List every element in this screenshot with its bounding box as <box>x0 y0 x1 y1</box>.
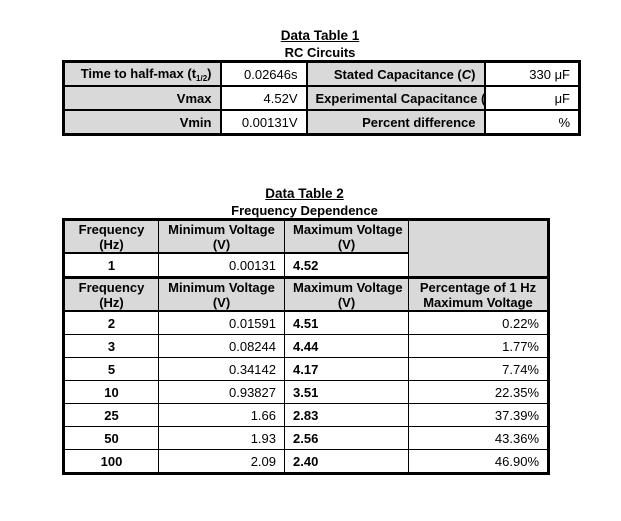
table2-max-25: 2.83 <box>284 403 409 427</box>
table1-label-percent-difference: Percent difference <box>305 109 486 136</box>
table1-value-stated-capacitance: 330 μF <box>483 60 581 87</box>
table2-frequency-1: 1 <box>63 252 159 278</box>
table2-max-5: 4.17 <box>284 357 409 381</box>
label-text-end: ) <box>471 66 476 82</box>
table2-min-50: 1.93 <box>158 426 285 450</box>
table1-label-time-to-half-max: Time to half-max (t1/2) <box>62 60 222 87</box>
header-line2: (V) <box>337 294 356 310</box>
table1-title: Data Table 1 <box>280 28 360 43</box>
table2-min-1: 0.00131 <box>158 252 285 278</box>
table2-row-25hz: 25 1.66 2.83 37.39% <box>63 403 549 427</box>
header-line1: Frequency <box>78 279 145 295</box>
table2-row-5hz: 5 0.34142 4.17 7.74% <box>63 357 549 381</box>
table2-row-50hz: 50 1.93 2.56 43.36% <box>63 426 549 450</box>
table1-subtitle: RC Circuits <box>284 45 356 60</box>
label-subscript: 1/2 <box>196 73 208 83</box>
table1-row-3: Vmin 0.00131V Percent difference % <box>62 109 581 136</box>
table2-min-5: 0.34142 <box>158 357 285 381</box>
label-text: Experimental Capacitance ( <box>315 90 485 106</box>
header-line1: Maximum Voltage <box>293 279 403 295</box>
table2-frequency-3: 3 <box>63 334 159 358</box>
table2-row-3hz: 3 0.08244 4.44 1.77% <box>63 334 549 358</box>
table2-row-10hz: 10 0.93827 3.51 22.35% <box>63 380 549 404</box>
table2-header-frequency-2: Frequency (Hz) <box>63 276 159 312</box>
table2-max-50: 2.56 <box>284 426 409 450</box>
table2-pct-50: 43.36% <box>408 426 549 450</box>
table2-pct-25: 37.39% <box>408 403 549 427</box>
table2-header-percentage: Percentage of 1 Hz Maximum Voltage <box>408 276 549 312</box>
table2-min-10: 0.93827 <box>158 380 285 404</box>
table2-max-3: 4.44 <box>284 334 409 358</box>
table2-title: Data Table 2 <box>265 186 344 201</box>
table1-label-experimental-capacitance: Experimental Capacitance (C) <box>305 85 486 111</box>
table2-header-max-voltage-2: Maximum Voltage (V) <box>284 276 409 312</box>
table2-header-max-voltage: Maximum Voltage (V) <box>284 219 409 254</box>
header-line2: Maximum Voltage <box>423 294 533 310</box>
table1-label-vmax: Vmax <box>62 85 222 111</box>
data-table-2-section: Data Table 2 Frequency Dependence Freque… <box>62 184 550 475</box>
header-line1: Minimum Voltage <box>168 221 275 237</box>
header-line2: (Hz) <box>99 294 124 310</box>
table2-frequency-5: 5 <box>63 357 159 381</box>
table2-min-25: 1.66 <box>158 403 285 427</box>
table2-merged-empty-cell <box>408 219 549 279</box>
header-line2: (V) <box>337 236 356 252</box>
table1-value-experimental-capacitance: μF <box>483 85 581 111</box>
table1-row-2: Vmax 4.52V Experimental Capacitance (C) … <box>62 85 581 111</box>
table2-frequency-100: 100 <box>63 449 159 474</box>
table2-frequency-2: 2 <box>63 310 159 335</box>
table2-header-block1: Frequency (Hz) Minimum Voltage (V) Maximum… <box>63 219 549 279</box>
table2-max-2: 4.51 <box>284 310 409 335</box>
label-text: Time to half-max (t <box>80 65 197 81</box>
table2-pct-100: 46.90% <box>408 449 549 474</box>
table1-value-percent-difference: % <box>483 109 581 136</box>
table2-min-100: 2.09 <box>158 449 285 474</box>
table1-label-stated-capacitance: Stated Capacitance (C) <box>305 60 486 87</box>
header-line1: Percentage of 1 Hz <box>419 279 537 295</box>
table2-min-3: 0.08244 <box>158 334 285 358</box>
table2-pct-5: 7.74% <box>408 357 549 381</box>
table2-min-2: 0.01591 <box>158 310 285 335</box>
table2-row-100hz: 100 2.09 2.40 46.90% <box>63 449 549 474</box>
header-line2: (V) <box>212 236 231 252</box>
data-table-1-section: Data Table 1 RC Circuits Time to half-ma… <box>62 26 581 136</box>
table2-subtitle: Frequency Dependence <box>231 203 378 218</box>
table1-row-1: Time to half-max (t1/2) 0.02646s Stated … <box>62 60 581 87</box>
table2-max-10: 3.51 <box>284 380 409 404</box>
table2: Frequency (Hz) Minimum Voltage (V) Maximum… <box>62 218 550 475</box>
table2-pct-10: 22.35% <box>408 380 549 404</box>
table1-value-vmin: 0.00131V <box>219 109 308 136</box>
label-text-end: ) <box>207 65 212 81</box>
table1-value-vmax: 4.52V <box>219 85 308 111</box>
table2-header-frequency: Frequency (Hz) <box>63 219 159 254</box>
table2-frequency-25: 25 <box>63 403 159 427</box>
header-line2: (V) <box>212 294 231 310</box>
table2-max-1: 4.52 <box>284 252 409 278</box>
table2-pct-3: 1.77% <box>408 334 549 358</box>
label-text: Stated Capacitance ( <box>333 66 462 82</box>
table2-header-min-voltage-2: Minimum Voltage (V) <box>158 276 285 312</box>
table1: Time to half-max (t1/2) 0.02646s Stated … <box>62 60 581 136</box>
header-line1: Frequency <box>78 221 145 237</box>
header-line1: Minimum Voltage <box>168 279 275 295</box>
header-line1: Maximum Voltage <box>293 221 403 237</box>
table2-frequency-10: 10 <box>63 380 159 404</box>
table2-row-1hz: 1 0.00131 4.52 <box>63 252 549 278</box>
table2-pct-2: 0.22% <box>408 310 549 335</box>
header-line2: (Hz) <box>99 236 124 252</box>
table1-label-vmin: Vmin <box>62 109 222 136</box>
table2-header-block2: Frequency (Hz) Minimum Voltage (V) Maximum… <box>63 276 549 312</box>
label-italic-c: C <box>461 66 472 82</box>
table1-value-time-to-half-max: 0.02646s <box>219 60 308 87</box>
table2-max-100: 2.40 <box>284 449 409 474</box>
table2-header-min-voltage: Minimum Voltage (V) <box>158 219 285 254</box>
table2-row-2hz: 2 0.01591 4.51 0.22% <box>63 310 549 335</box>
table2-frequency-50: 50 <box>63 426 159 450</box>
